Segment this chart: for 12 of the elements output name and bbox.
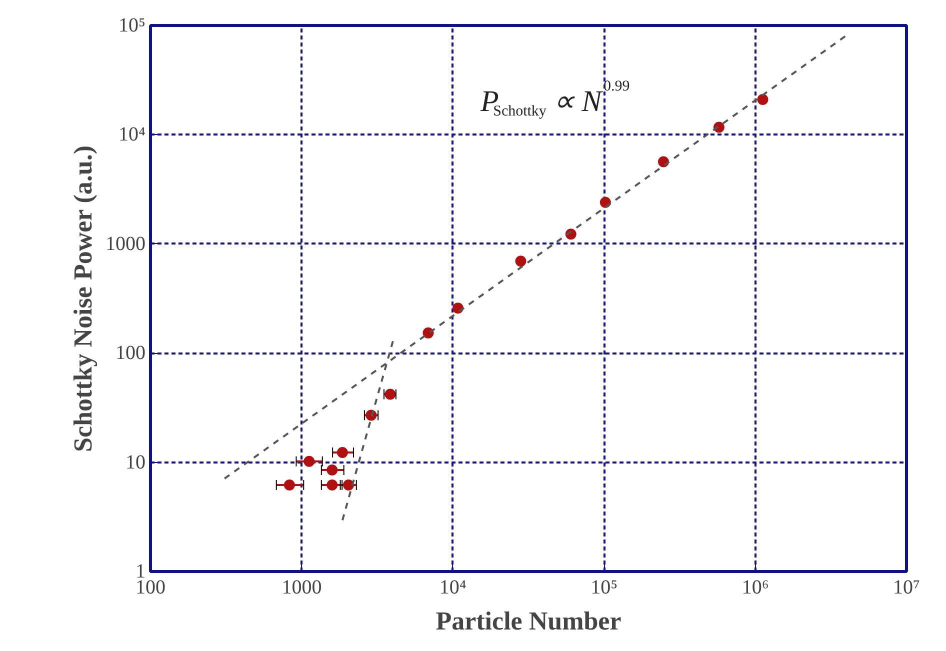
x-tick-label: 10⁷ [893, 576, 920, 598]
x-tick-label: 1000 [282, 576, 322, 598]
y-tick-label: 10⁴ [118, 124, 146, 146]
y-tick-label: 1000 [106, 232, 146, 255]
y-tick-label: 10 [126, 451, 146, 474]
x-axis-title: Particle Number [436, 606, 622, 636]
x-tick-label: 10⁶ [742, 576, 769, 598]
y-tick-label: 10⁵ [118, 14, 146, 36]
x-tick-label: 10⁵ [590, 576, 618, 598]
y-tick-label: 100 [116, 342, 146, 364]
x-tick-label: 10⁴ [439, 576, 466, 598]
y-axis-title: Schottky Noise Power (a.u.) [68, 146, 98, 452]
